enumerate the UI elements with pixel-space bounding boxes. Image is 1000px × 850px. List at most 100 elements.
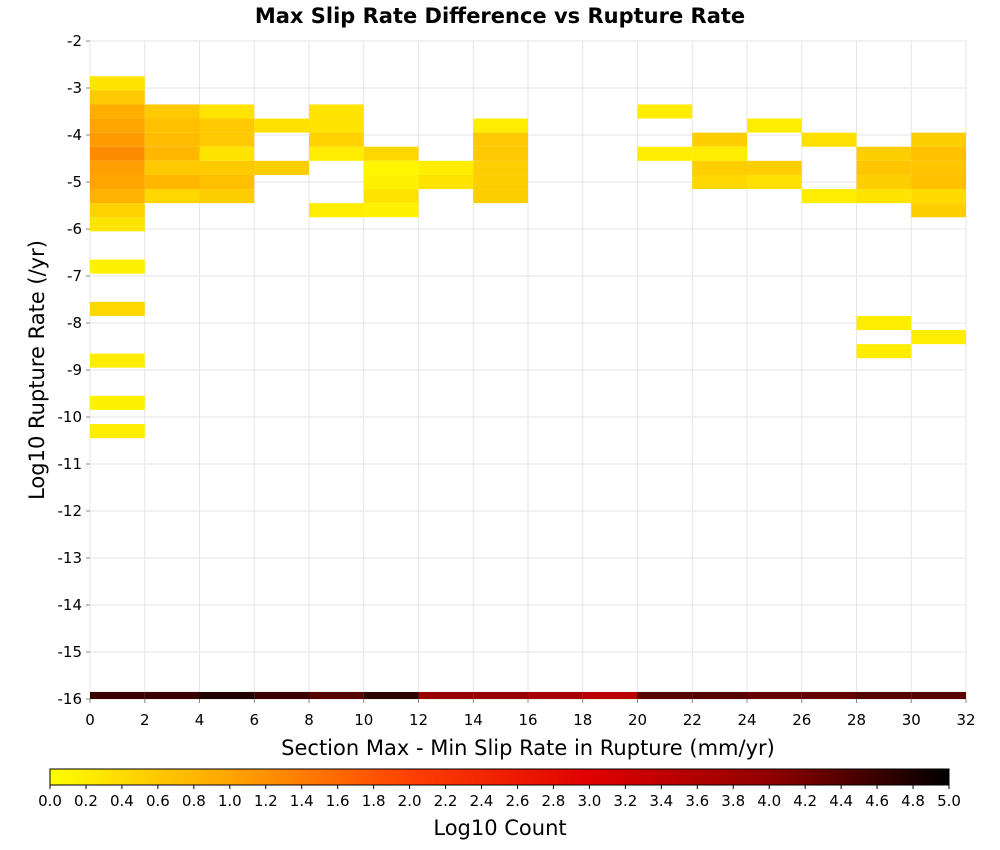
heatmap-cell (418, 174, 474, 190)
y-tick-label: -2 (67, 32, 82, 50)
colorbar-tick-label: 1.0 (218, 792, 242, 810)
heatmap-cell (418, 160, 474, 175)
y-tick-label: -11 (58, 455, 83, 473)
heatmap-cell-bottom (911, 691, 966, 699)
heatmap-cell (801, 132, 857, 147)
heatmap-cell (309, 132, 364, 147)
y-tick-label: -5 (67, 173, 82, 191)
heatmap-cell (90, 203, 145, 218)
heatmap-cell (363, 146, 419, 161)
heatmap-cell (199, 118, 255, 133)
heatmap-cell (747, 118, 802, 133)
heatmap-cell (90, 189, 145, 204)
chart-title: Max Slip Rate Difference vs Rupture Rate (255, 4, 745, 28)
heatmap-cell-bottom (90, 691, 145, 699)
x-tick-label: 20 (628, 711, 647, 729)
heatmap-cell (692, 146, 747, 161)
heatmap-cell (90, 217, 145, 232)
x-tick-label: 14 (464, 711, 483, 729)
heatmap-cell-bottom (309, 691, 364, 699)
colorbar-tick-label: 4.4 (829, 792, 853, 810)
heatmap-cell (911, 146, 966, 161)
colorbar-tick-label: 1.4 (290, 792, 314, 810)
heatmap-cell (90, 395, 145, 410)
heatmap-cell (309, 146, 364, 161)
heatmap-cell (692, 160, 747, 175)
heatmap-cell (309, 118, 364, 133)
heatmap-cell (144, 104, 200, 119)
x-tick-label: 32 (956, 711, 975, 729)
heatmap-cell (309, 104, 364, 119)
heatmap-cell (363, 174, 419, 190)
heatmap-cell (199, 146, 255, 161)
heatmap-cell-bottom (747, 691, 802, 699)
y-tick-label: -10 (58, 408, 83, 426)
heatmap-cell (199, 160, 255, 175)
heatmap-cell-bottom (144, 691, 200, 699)
heatmap-cell (144, 132, 200, 147)
heatmap-cell (254, 160, 309, 175)
heatmap-cell (90, 90, 145, 105)
x-tick-label: 28 (847, 711, 866, 729)
heatmap-cell (90, 259, 145, 274)
heatmap-cell-bottom (801, 691, 857, 699)
heatmap-cell (911, 203, 966, 218)
heatmap-cell (856, 189, 912, 204)
heatmap-cell (90, 424, 145, 439)
colorbar-tick-label: 1.6 (326, 792, 350, 810)
heatmap-cell-bottom (856, 691, 912, 699)
colorbar-tick-label: 2.4 (470, 792, 494, 810)
heatmap-cell (692, 174, 747, 190)
x-tick-label: 24 (737, 711, 756, 729)
colorbar-tick-label: 2.6 (506, 792, 530, 810)
y-tick-label: -9 (67, 361, 82, 379)
colorbar: 0.0 0.2 0.4 0.6 0.8 1.0 1.2 1.4 1.6 1.8 2.0 2.2 2.4 2… (38, 768, 961, 810)
y-tick-label: -13 (58, 549, 83, 567)
colorbar-tick-label: 3.2 (613, 792, 637, 810)
heatmap-cell (90, 301, 145, 316)
heatmap-cell (747, 160, 802, 175)
heatmap-cell (199, 132, 255, 147)
heatmap-cell-bottom (363, 691, 419, 699)
colorbar-tick-label: 2.2 (434, 792, 458, 810)
x-tick-label: 18 (573, 711, 592, 729)
heatmap-cell (144, 189, 200, 204)
colorbar-tick-label: 4.6 (865, 792, 889, 810)
heatmap-cell (363, 160, 419, 175)
heatmap-cell (144, 160, 200, 175)
plot-area (89, 40, 967, 700)
x-tick-label: 22 (683, 711, 702, 729)
heatmap-cell (473, 132, 528, 147)
heatmap-cell (144, 118, 200, 133)
heatmap-cell-bottom (199, 691, 255, 699)
heatmap-cell (199, 174, 255, 190)
heatmap-cell (856, 160, 912, 175)
heatmap-cell (363, 203, 419, 218)
heatmap-cell (473, 118, 528, 133)
x-tick-label: 26 (792, 711, 811, 729)
heatmap-cell (90, 353, 145, 368)
y-tick-label: -16 (58, 690, 83, 708)
heatmap-cell (309, 203, 364, 218)
x-axis-ticks: 0 2 4 6 8 10 12 14 16 18 20 22 24 26 28 30 32 (85, 699, 976, 729)
colorbar-tick-label: 3.8 (721, 792, 745, 810)
y-tick-label: -14 (58, 596, 83, 614)
heatmap-cell-bottom (528, 691, 583, 699)
heatmap-cell (90, 76, 145, 91)
heatmap-cell (637, 104, 693, 119)
heatmap-cell (90, 174, 145, 190)
y-tick-label: -12 (58, 502, 83, 520)
heatmap-cell (144, 174, 200, 190)
y-tick-label: -15 (58, 643, 83, 661)
heatmap-cell (90, 146, 145, 161)
heatmap-cell (856, 344, 912, 359)
heatmap-cell (911, 160, 966, 175)
heatmap-cell (199, 189, 255, 204)
colorbar-gradient (49, 768, 950, 786)
x-tick-label: 16 (518, 711, 537, 729)
heatmap-cell (473, 189, 528, 204)
heatmap-cell-bottom (582, 691, 638, 699)
heatmap-cell (199, 104, 255, 119)
heatmap-cell (90, 104, 145, 119)
